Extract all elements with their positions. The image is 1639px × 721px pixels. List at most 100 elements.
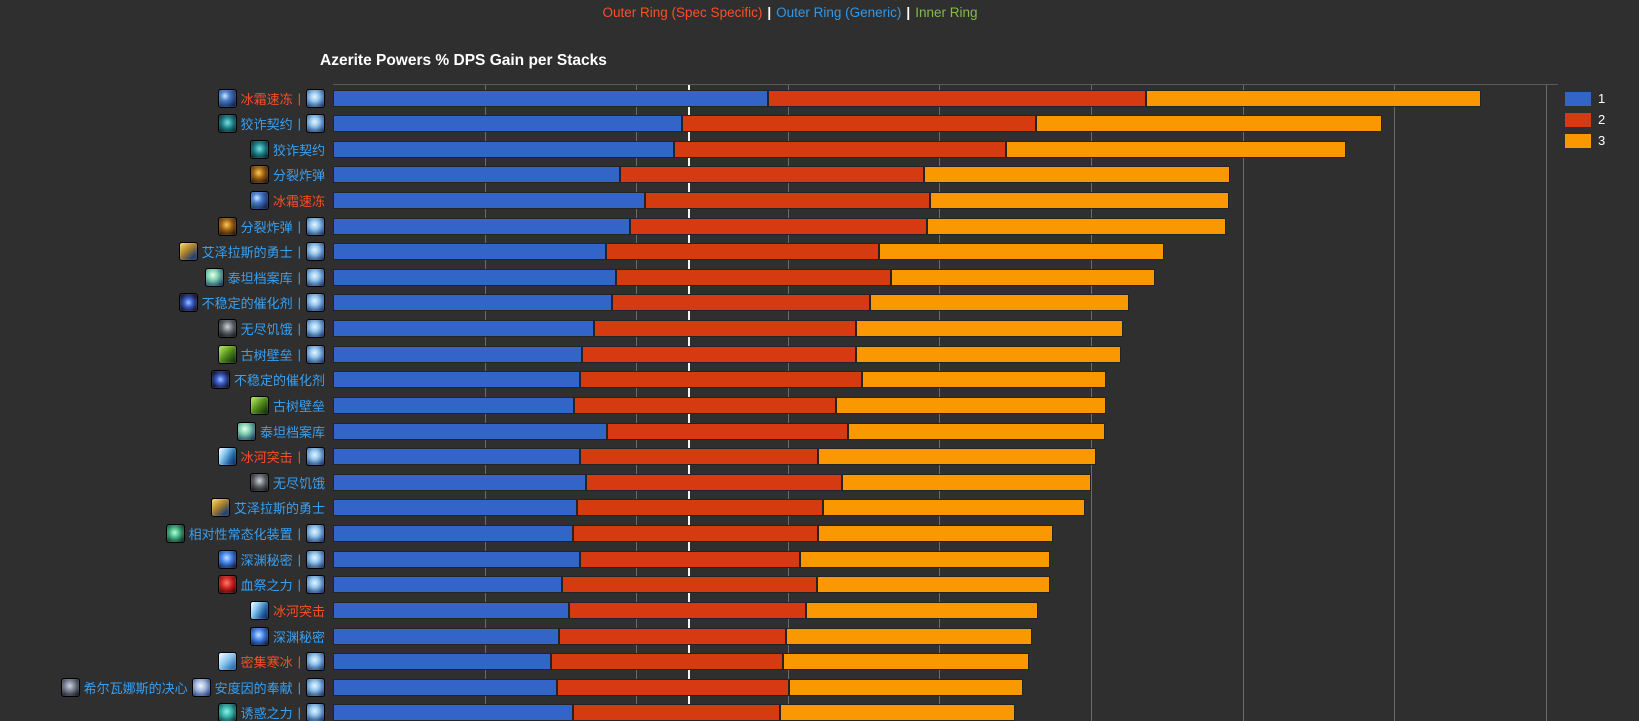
bar-segment-stack-2[interactable] xyxy=(580,550,800,568)
bar-segment-stack-1[interactable] xyxy=(333,294,612,312)
bar-segment-stack-1[interactable] xyxy=(333,371,581,389)
bar-segment-stack-2[interactable] xyxy=(768,89,1146,107)
bar-segment-stack-3[interactable] xyxy=(822,499,1085,517)
legend-item-1[interactable]: 1 xyxy=(1565,91,1605,106)
bar-segment-stack-2[interactable] xyxy=(593,320,857,338)
bar-segment-stack-1[interactable] xyxy=(333,115,682,133)
legend-item-2[interactable]: 2 xyxy=(1565,112,1605,127)
bar-segment-stack-2[interactable] xyxy=(580,448,819,466)
row-label[interactable]: 相对性常态化装置 | xyxy=(165,524,325,544)
bar-segment-stack-1[interactable] xyxy=(333,243,606,261)
bar-segment-stack-1[interactable] xyxy=(333,89,769,107)
bar-segment-stack-1[interactable] xyxy=(333,550,581,568)
bar-segment-stack-1[interactable] xyxy=(333,268,617,286)
bar-segment-stack-2[interactable] xyxy=(674,140,1007,158)
bar-segment-stack-1[interactable] xyxy=(333,217,631,235)
bar-segment-stack-2[interactable] xyxy=(561,576,817,594)
bar-segment-stack-1[interactable] xyxy=(333,678,558,696)
row-label[interactable]: 分裂炸弹 | xyxy=(217,216,325,236)
row-label[interactable]: 冰霜速冻 | xyxy=(217,88,325,108)
bar-segment-stack-2[interactable] xyxy=(605,243,879,261)
row-label[interactable]: 泰坦档案库 xyxy=(236,421,325,441)
bar-segment-stack-1[interactable] xyxy=(333,191,646,209)
row-label[interactable]: 古树壁垒 xyxy=(249,395,325,415)
bar-segment-stack-3[interactable] xyxy=(818,525,1054,543)
bar-segment-stack-3[interactable] xyxy=(799,550,1051,568)
bar-segment-stack-1[interactable] xyxy=(333,525,573,543)
row-label[interactable]: 狡诈契约 | xyxy=(217,114,325,134)
bar-segment-stack-2[interactable] xyxy=(645,191,931,209)
bar-segment-stack-1[interactable] xyxy=(333,601,570,619)
bar-segment-stack-2[interactable] xyxy=(572,525,819,543)
row-label[interactable]: 诱惑之力 | xyxy=(217,703,325,721)
row-label[interactable]: 不稳定的催化剂 xyxy=(210,370,325,390)
bar-segment-stack-1[interactable] xyxy=(333,499,578,517)
bar-segment-stack-2[interactable] xyxy=(577,499,823,517)
bar-segment-stack-2[interactable] xyxy=(572,704,781,721)
bar-segment-stack-2[interactable] xyxy=(630,217,928,235)
bar-segment-stack-2[interactable] xyxy=(607,422,849,440)
row-label[interactable]: 密集寒冰 | xyxy=(217,652,325,672)
row-label[interactable]: 冰河突击 xyxy=(249,600,325,620)
row-label[interactable]: 冰霜速冻 xyxy=(249,190,325,210)
bar-segment-stack-3[interactable] xyxy=(783,653,1029,671)
bar-segment-stack-3[interactable] xyxy=(856,320,1123,338)
row-label[interactable]: 深渊秘密 xyxy=(249,626,325,646)
bar-segment-stack-1[interactable] xyxy=(333,396,575,414)
row-label[interactable]: 冰河突击 | xyxy=(217,447,325,467)
bar-segment-stack-3[interactable] xyxy=(878,243,1164,261)
bar-segment-stack-1[interactable] xyxy=(333,422,608,440)
bar-segment-stack-3[interactable] xyxy=(856,345,1122,363)
bar-segment-stack-2[interactable] xyxy=(681,115,1037,133)
bar-segment-stack-2[interactable] xyxy=(616,268,891,286)
bar-segment-stack-3[interactable] xyxy=(1006,140,1346,158)
row-label[interactable]: 艾泽拉斯的勇士 | xyxy=(178,242,325,262)
bar-segment-stack-2[interactable] xyxy=(557,678,790,696)
row-label[interactable]: 深渊秘密 | xyxy=(217,549,325,569)
bar-segment-stack-1[interactable] xyxy=(333,627,559,645)
bar-segment-stack-2[interactable] xyxy=(619,166,925,184)
row-label[interactable]: 分裂炸弹 xyxy=(249,165,325,185)
row-label[interactable]: 希尔瓦娜斯的决心 安度因的奉献 | xyxy=(60,677,325,697)
row-label[interactable]: 狡诈契约 xyxy=(249,139,325,159)
bar-segment-stack-3[interactable] xyxy=(780,704,1016,721)
bar-segment-stack-3[interactable] xyxy=(836,396,1107,414)
bar-segment-stack-3[interactable] xyxy=(786,627,1032,645)
row-label[interactable]: 无尽饥饿 | xyxy=(217,319,325,339)
bar-segment-stack-3[interactable] xyxy=(924,166,1231,184)
nav-link-outer-ring-spec-specific[interactable]: Outer Ring (Spec Specific) xyxy=(602,5,763,20)
bar-segment-stack-3[interactable] xyxy=(789,678,1023,696)
bar-segment-stack-2[interactable] xyxy=(586,473,843,491)
bar-segment-stack-1[interactable] xyxy=(333,473,587,491)
bar-segment-stack-3[interactable] xyxy=(927,217,1226,235)
bar-segment-stack-1[interactable] xyxy=(333,345,582,363)
bar-segment-stack-3[interactable] xyxy=(805,601,1038,619)
bar-segment-stack-2[interactable] xyxy=(574,396,837,414)
bar-segment-stack-3[interactable] xyxy=(1145,89,1481,107)
bar-segment-stack-2[interactable] xyxy=(551,653,784,671)
row-label[interactable]: 无尽饥饿 xyxy=(249,472,325,492)
bar-segment-stack-1[interactable] xyxy=(333,448,581,466)
bar-segment-stack-1[interactable] xyxy=(333,576,562,594)
bar-segment-stack-3[interactable] xyxy=(862,371,1107,389)
bar-segment-stack-2[interactable] xyxy=(580,371,863,389)
bar-segment-stack-3[interactable] xyxy=(1036,115,1383,133)
bar-segment-stack-2[interactable] xyxy=(611,294,870,312)
bar-segment-stack-3[interactable] xyxy=(848,422,1105,440)
bar-segment-stack-2[interactable] xyxy=(581,345,856,363)
bar-segment-stack-3[interactable] xyxy=(869,294,1129,312)
bar-segment-stack-1[interactable] xyxy=(333,140,675,158)
nav-link-inner-ring[interactable]: Inner Ring xyxy=(915,5,978,20)
bar-segment-stack-3[interactable] xyxy=(818,448,1096,466)
nav-link-outer-ring-generic[interactable]: Outer Ring (Generic) xyxy=(776,5,902,20)
bar-segment-stack-1[interactable] xyxy=(333,704,573,721)
bar-segment-stack-2[interactable] xyxy=(558,627,787,645)
bar-segment-stack-3[interactable] xyxy=(890,268,1155,286)
row-label[interactable]: 血祭之力 | xyxy=(217,575,325,595)
bar-segment-stack-2[interactable] xyxy=(569,601,806,619)
bar-segment-stack-3[interactable] xyxy=(816,576,1051,594)
row-label[interactable]: 古树壁垒 | xyxy=(217,344,325,364)
row-label[interactable]: 不稳定的催化剂 | xyxy=(178,293,325,313)
bar-segment-stack-1[interactable] xyxy=(333,166,620,184)
bar-segment-stack-3[interactable] xyxy=(842,473,1091,491)
